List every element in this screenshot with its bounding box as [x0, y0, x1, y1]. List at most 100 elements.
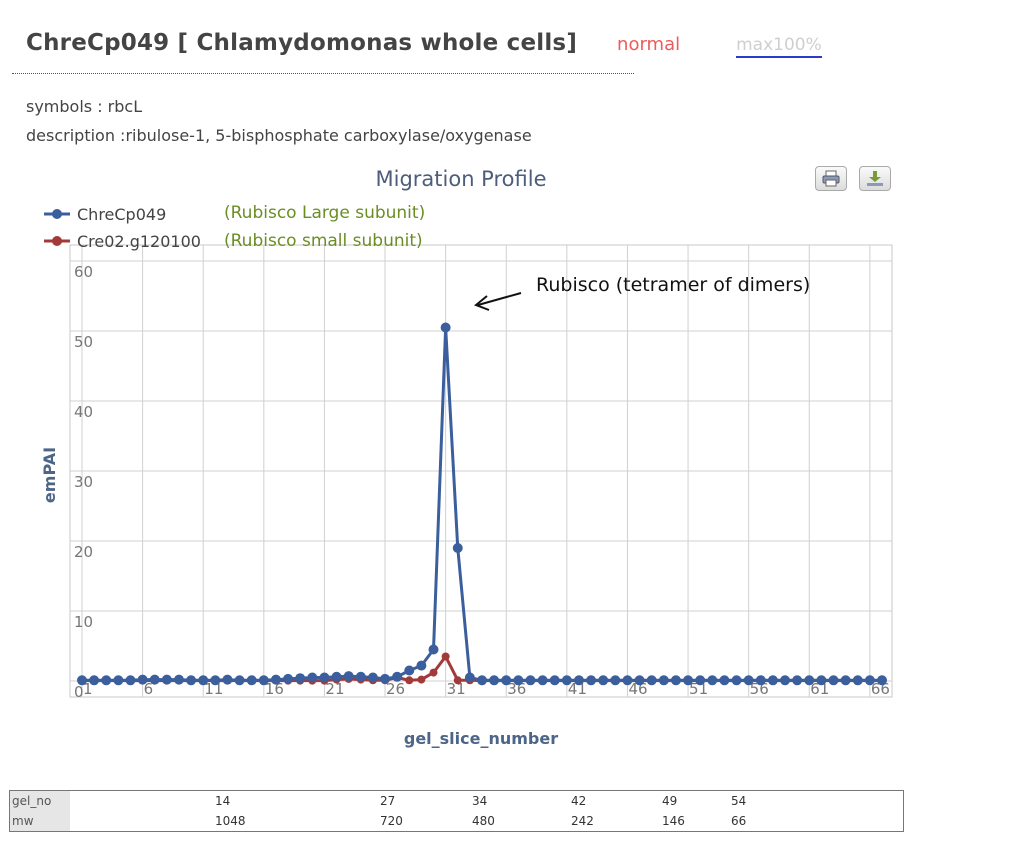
data-point-series-1 — [864, 675, 875, 686]
symbols-line: symbols : rbcL — [26, 97, 143, 116]
data-point-series-1 — [173, 674, 184, 685]
gel-no-row: gel_no 14 27 34 42 49 54 — [10, 791, 903, 811]
data-point-series-1 — [477, 675, 487, 686]
data-point-series-1 — [743, 675, 754, 686]
data-point-series-1 — [828, 675, 839, 686]
data-point-series-1 — [161, 674, 172, 685]
data-point-series-1 — [707, 675, 718, 686]
x-tick-label: 11 — [204, 680, 223, 698]
data-point-series-1 — [549, 675, 560, 686]
series-line-1 — [82, 326, 882, 682]
data-point-series-1 — [295, 673, 306, 684]
data-point-series-1 — [210, 675, 221, 686]
y-tick-label: 20 — [74, 543, 93, 561]
data-point-series-1 — [392, 671, 403, 682]
data-point-series-1 — [489, 675, 500, 686]
data-point-series-1 — [598, 675, 609, 686]
data-point-series-1 — [77, 675, 87, 686]
x-tick-label: 6 — [144, 680, 154, 698]
data-point-series-1 — [840, 675, 851, 686]
x-tick-label: 31 — [447, 680, 466, 698]
data-point-series-1 — [586, 675, 597, 686]
data-point-series-1 — [767, 675, 778, 686]
mw-row: mw 1048 720 480 242 146 66 — [10, 811, 903, 831]
data-point-series-1 — [610, 675, 621, 686]
data-point-series-1 — [561, 675, 572, 686]
mw-cell: 242 — [571, 814, 594, 828]
legend-item-1[interactable]: ChreCp049 — [44, 205, 166, 224]
y-tick-label: 40 — [74, 403, 93, 421]
header: ChreCp049 [ Chlamydomonas whole cells] n… — [26, 30, 822, 58]
data-point-series-1 — [537, 675, 548, 686]
data-point-series-1 — [234, 675, 245, 686]
data-point-series-1 — [186, 675, 197, 686]
annotation-small-subunit: (Rubisco small subunit) — [224, 231, 423, 251]
normal-mode-link[interactable]: normal — [617, 34, 681, 55]
y-tick-label: 0 — [74, 683, 84, 701]
x-tick-label: 66 — [871, 680, 890, 698]
callout-arrow — [477, 292, 522, 306]
legend-label-2: Cre02.g120100 — [77, 232, 201, 251]
y-axis-ticks: 0 10 20 30 40 50 60 — [74, 263, 93, 701]
data-point-series-1 — [440, 322, 451, 333]
data-point-series-1 — [101, 675, 112, 686]
data-point-series-1 — [380, 673, 391, 684]
series-layer — [77, 322, 887, 686]
gel-info-table: gel_no 14 27 34 42 49 54 mw 1048 720 480… — [9, 790, 904, 832]
y-axis-title: emPAI — [40, 447, 59, 503]
data-point-series-2 — [417, 675, 426, 684]
legend-marker-1 — [52, 209, 62, 219]
y-tick-label: 10 — [74, 613, 93, 631]
mw-header: mw — [10, 811, 70, 831]
x-tick-label: 21 — [325, 680, 344, 698]
annotation-rubisco: Rubisco (tetramer of dimers) — [536, 274, 810, 296]
data-point-series-1 — [283, 673, 294, 684]
x-axis-title: gel_slice_number — [404, 729, 558, 748]
export-button[interactable] — [859, 166, 891, 191]
y-tick-label: 50 — [74, 333, 93, 351]
max100-mode-link[interactable]: max100% — [736, 35, 822, 58]
x-axis-ticks: 1 6 11 16 21 26 31 36 41 46 51 56 61 66 — [83, 680, 890, 698]
x-tick-label: 41 — [568, 680, 587, 698]
legend-item-2[interactable]: Cre02.g120100 — [44, 232, 201, 251]
print-button[interactable] — [815, 166, 847, 191]
legend: ChreCp049 Cre02.g120100 — [44, 205, 201, 251]
download-icon — [867, 171, 883, 186]
data-point-series-1 — [513, 675, 524, 686]
data-point-series-1 — [367, 672, 378, 683]
data-point-series-1 — [695, 675, 706, 686]
mw-cell: 1048 — [215, 814, 246, 828]
data-point-series-1 — [428, 644, 439, 655]
data-point-series-1 — [258, 675, 269, 686]
data-point-series-1 — [646, 675, 657, 686]
description-line: description :ribulose-1, 5-bisphosphate … — [26, 126, 532, 145]
data-point-series-1 — [792, 675, 803, 686]
data-point-series-1 — [198, 675, 209, 686]
data-point-series-2 — [429, 668, 438, 677]
annotation-large-subunit: (Rubisco Large subunit) — [224, 203, 425, 223]
y-tick-label: 30 — [74, 473, 93, 491]
legend-marker-2 — [52, 236, 62, 246]
data-point-series-1 — [719, 675, 730, 686]
data-point-series-2 — [405, 676, 414, 685]
callout-arrowhead — [474, 295, 490, 311]
y-tick-label: 60 — [74, 263, 93, 281]
data-point-series-1 — [816, 675, 827, 686]
gel-no-cell: 34 — [472, 794, 488, 808]
x-tick-label: 51 — [689, 680, 708, 698]
data-point-series-2 — [441, 652, 450, 661]
x-tick-label: 36 — [507, 680, 526, 698]
data-point-series-1 — [525, 675, 536, 686]
data-point-series-1 — [319, 672, 330, 683]
printer-icon — [822, 170, 840, 187]
x-tick-label: 61 — [810, 680, 829, 698]
data-point-series-1 — [804, 675, 815, 686]
gel-no-cell: 49 — [662, 794, 678, 808]
x-tick-label: 26 — [386, 680, 405, 698]
header-divider — [12, 73, 634, 74]
data-point-series-1 — [270, 674, 281, 685]
data-point-series-1 — [658, 675, 669, 686]
x-tick-label: 1 — [83, 680, 93, 698]
page-title: ChreCp049 [ Chlamydomonas whole cells] — [26, 30, 578, 56]
